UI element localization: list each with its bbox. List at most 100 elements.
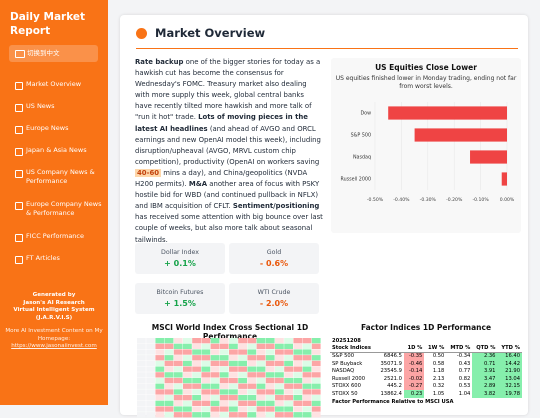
- section-title: Market Overview: [155, 26, 266, 40]
- nav-item[interactable]: US Company News & Performance: [0, 164, 108, 196]
- heat-cell: [201, 412, 211, 418]
- heat-cell: [155, 383, 165, 389]
- heat-cell: [137, 366, 146, 372]
- heat-cell: [229, 372, 238, 378]
- heat-cell: [183, 412, 192, 418]
- heat-cell: [219, 349, 229, 355]
- heat-cell: [293, 412, 303, 418]
- nav-item[interactable]: FT Articles: [0, 250, 108, 272]
- heat-cell: [302, 343, 312, 349]
- table-cell: 23545.9: [380, 368, 402, 375]
- heat-cell: [183, 343, 192, 349]
- text-segment: (and ahead of AVGO and ORCL earnings and…: [135, 124, 321, 166]
- table-row: STOXX 50 13862.4 0.23 1.05 1.04 3.82 19.78: [330, 390, 522, 398]
- heat-cell: [229, 412, 238, 418]
- table-cell: STOXX 600: [332, 383, 361, 390]
- table-row: SP Buyback 35071.9 -0.46 0.58 0.43 0.71 14.42: [330, 359, 522, 368]
- column-header: 1D %: [403, 344, 425, 353]
- heat-cell: [311, 366, 321, 372]
- table-cell: 0.43: [458, 360, 471, 367]
- heat-cell: [229, 355, 238, 361]
- heat-cell: [219, 383, 229, 389]
- nav-item[interactable]: Market Overview: [0, 76, 108, 98]
- heat-cell: [293, 349, 303, 355]
- table-footer: Factor Performance Relative to MSCI USA: [332, 398, 454, 405]
- heat-cell: [311, 395, 321, 401]
- language-button[interactable]: 切换到中文: [9, 45, 98, 62]
- heat-cell: [284, 355, 293, 361]
- heat-cell: [173, 343, 183, 349]
- heat-cell: [256, 349, 266, 355]
- table-cell: -0.46: [403, 359, 425, 368]
- column-header: MTD %: [446, 344, 473, 353]
- y-tick-label: Nasdaq: [353, 155, 371, 161]
- table-cell: -0.02: [403, 374, 425, 383]
- nav-item[interactable]: Japan & Asia News: [0, 142, 108, 164]
- chart: US Equities Close Lower US equities fini…: [336, 63, 517, 203]
- heat-cell: [183, 383, 192, 389]
- heat-cell: [137, 377, 146, 384]
- heat-cell: [219, 372, 229, 378]
- heat-cell: [155, 412, 165, 418]
- y-tick-label: Dow: [360, 111, 371, 117]
- heat-cell: [210, 383, 220, 389]
- heat-cell: [229, 377, 238, 384]
- text-segment: Rate backup: [135, 58, 184, 66]
- heat-cell: [302, 355, 312, 361]
- nav-item[interactable]: US News: [0, 98, 108, 120]
- table-cell: 1.18: [432, 368, 445, 375]
- heat-cell: [146, 406, 155, 412]
- stat-label: Dollar Index: [161, 249, 199, 256]
- heat-cell: [293, 389, 303, 395]
- heat-cell: [275, 389, 284, 395]
- heat-cell: [137, 372, 146, 378]
- heat-cell: [229, 400, 238, 406]
- heat-cell: [284, 338, 293, 344]
- heat-cell: [146, 372, 155, 378]
- nav-item[interactable]: FICC Performance: [0, 228, 108, 250]
- heat-cell: [137, 343, 146, 349]
- column-header: [376, 344, 404, 353]
- heat-cell: [219, 412, 229, 418]
- generated-line: Generated by: [32, 292, 76, 298]
- heat-cell: [238, 383, 247, 389]
- text-segment: Sentiment/positioning: [232, 202, 320, 211]
- heat-cell: [238, 406, 247, 412]
- heat-cell: [284, 389, 293, 395]
- header-row: Stock Indices 1D % 1W % MTD % QTD % YTD %: [330, 344, 522, 353]
- heat-cell: [192, 389, 201, 395]
- heat-cell: [247, 338, 257, 344]
- heat-cell: [192, 400, 201, 406]
- heat-cell: [256, 400, 266, 406]
- row: Factor Performance Relative to MSCI USA: [330, 398, 522, 406]
- heat-cell: [284, 383, 293, 389]
- heatmap-title: MSCI World Index Cross Sectional 1D Perf…: [151, 323, 309, 341]
- text-segment: another area of focus with PSKY hostile …: [135, 180, 320, 211]
- more-text: More AI Investment Content on My Homepag…: [5, 328, 103, 342]
- text-segment: one of the bigger stories for today as a…: [135, 58, 321, 122]
- heat-cell: [238, 338, 247, 344]
- heat-cell: [192, 338, 201, 344]
- heat-cell: [164, 366, 174, 372]
- heatmap: [137, 338, 321, 418]
- heat-cell: [256, 338, 266, 344]
- heat-cell: [293, 360, 303, 367]
- heat-cell: [192, 383, 201, 389]
- heat-cell: [146, 366, 155, 372]
- heat-cell: [275, 360, 284, 367]
- heat-cell: [210, 372, 220, 378]
- heat-cell: [275, 406, 284, 412]
- heat-cell: [192, 355, 201, 361]
- heat-cell: [192, 395, 201, 401]
- heat-cell: [229, 338, 238, 344]
- heat-cell: [219, 400, 229, 406]
- heat-cell: [173, 349, 183, 355]
- heat-cell: [238, 389, 247, 395]
- nav-item[interactable]: Europe Company News & Performance: [0, 196, 108, 228]
- heat-cell: [293, 383, 303, 389]
- heat-cell: [210, 355, 220, 361]
- heat-cell: [201, 366, 211, 372]
- text-segment: 40-60: [135, 168, 162, 177]
- homepage-link[interactable]: https://www.jasonaiinvest.com: [11, 343, 97, 349]
- nav-item[interactable]: Europe News: [0, 120, 108, 142]
